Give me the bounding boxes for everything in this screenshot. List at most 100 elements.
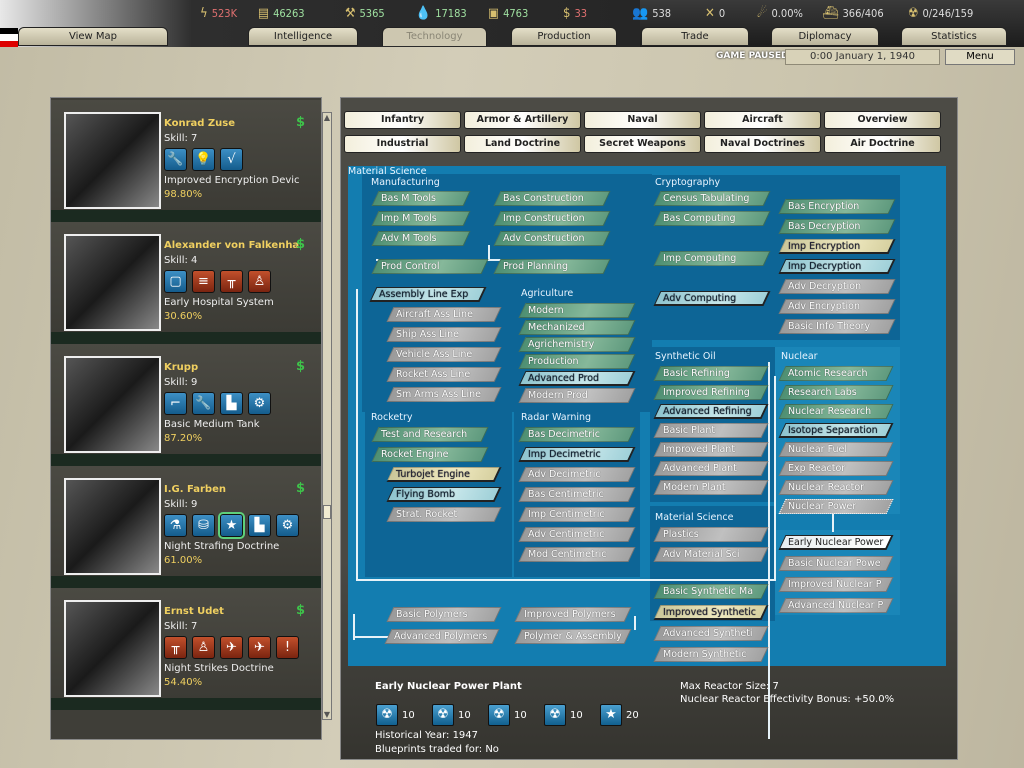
tech-node[interactable]: Advanced Refining [653, 404, 769, 419]
tech-node[interactable]: Bas Encryption [778, 199, 896, 214]
tech-node[interactable]: Isotope Separation [778, 423, 894, 438]
tech-node[interactable]: Mechanized [518, 320, 636, 335]
tech-node[interactable]: Assembly Line Exp [369, 287, 487, 302]
tech-node[interactable]: Test and Research [371, 427, 489, 442]
tech-node[interactable]: Advanced Polymers [384, 629, 500, 644]
tech-node[interactable]: Basic Info Theory [778, 319, 896, 334]
tech-node[interactable]: Nuclear Reactor [778, 480, 894, 495]
tech-node[interactable]: Polymer & Assembly [514, 629, 632, 644]
tab-intelligence[interactable]: Intelligence [248, 27, 358, 46]
tech-node[interactable]: Research Labs [778, 385, 894, 400]
menu-button[interactable]: Menu [945, 49, 1015, 65]
category-naval-doctrines[interactable]: Naval Doctrines [704, 135, 821, 153]
tech-node[interactable]: Strat. Rocket [386, 507, 502, 522]
tech-node[interactable]: Agrichemistry [518, 337, 636, 352]
scroll-thumb[interactable] [323, 505, 331, 519]
scroll-up-icon[interactable]: ▲ [323, 113, 331, 122]
tech-node[interactable]: Adv Material Sci [653, 547, 769, 562]
oil-readout[interactable]: 💧 17183 [415, 6, 467, 21]
tech-node[interactable]: Flying Bomb [386, 487, 502, 502]
tech-node[interactable]: Modern Prod [518, 388, 636, 403]
supplies-readout[interactable]: ▣ 4763 [488, 6, 528, 21]
tech-node[interactable]: Imp Centimetric [518, 507, 636, 522]
tech-node[interactable]: Nuclear Research [778, 404, 894, 419]
tech-node[interactable]: Vehicle Ass Line [386, 347, 502, 362]
tech-node[interactable]: Bas Construction [493, 191, 611, 206]
scroll-down-icon[interactable]: ▼ [323, 710, 331, 719]
research-team-card[interactable]: Ernst Udet $ Skill: 7 ╥ ♙ ✈ ✈! Night Strikes Do… [51, 588, 321, 698]
tech-node[interactable]: Basic Nuclear Powe [778, 556, 894, 571]
tech-node[interactable]: Improved Refining [653, 385, 769, 400]
tech-node[interactable]: Mod Centimetric [518, 547, 636, 562]
manpower-readout[interactable]: 👥 538 [632, 6, 671, 21]
tech-node[interactable]: Improved Synthetic [653, 605, 769, 620]
category-aircraft[interactable]: Aircraft [704, 111, 821, 129]
research-team-card[interactable]: I.G. Farben $ Skill: 9 ⚗ ⛁ ★ ▙ ⚙ Night Strafing … [51, 466, 321, 576]
category-land-doctrine[interactable]: Land Doctrine [464, 135, 581, 153]
money-readout[interactable]: $33 [563, 6, 587, 21]
tech-node[interactable]: Adv M Tools [371, 231, 471, 246]
tech-node[interactable]: Nuclear Power [778, 499, 894, 514]
tech-node[interactable]: Advanced Nuclear P [778, 598, 894, 613]
tech-node[interactable]: Adv Computing [653, 291, 771, 306]
tech-node[interactable]: Imp Encryption [778, 239, 896, 254]
tech-node[interactable]: Improved Nuclear P [778, 577, 894, 592]
tech-node[interactable]: Adv Construction [493, 231, 611, 246]
tech-node[interactable]: Basic Polymers [386, 607, 502, 622]
tech-node[interactable]: Sm Arms Ass Line [386, 387, 502, 402]
tech-node[interactable]: Advanced Plant [653, 461, 769, 476]
tech-node[interactable]: Prod Control [371, 259, 489, 274]
tech-node[interactable]: Bas M Tools [371, 191, 471, 206]
tab-technology[interactable]: Technology [382, 27, 487, 46]
tech-node[interactable]: Modern [518, 303, 636, 318]
category-air-doctrine[interactable]: Air Doctrine [824, 135, 941, 153]
tech-node[interactable]: Advanced Prod [518, 371, 636, 386]
category-industrial[interactable]: Industrial [344, 135, 461, 153]
tech-node[interactable]: Early Nuclear Power [778, 535, 894, 550]
tech-node[interactable]: Imp Construction [493, 211, 611, 226]
transports-readout[interactable]: ✕ 0 [705, 6, 725, 21]
tech-node[interactable]: Modern Synthetic [653, 647, 769, 662]
tech-node[interactable]: Adv Decimetric [518, 467, 636, 482]
dissent-readout[interactable]: ☄ 0.00% [757, 6, 803, 21]
tech-node[interactable]: Basic Refining [653, 366, 769, 381]
rare-materials-readout[interactable]: ⚒ 5365 [345, 6, 385, 21]
tech-node[interactable]: Adv Decryption [778, 279, 896, 294]
tech-node[interactable]: Adv Encryption [778, 299, 896, 314]
tab-diplomacy[interactable]: Diplomacy [771, 27, 879, 46]
country-flag[interactable] [0, 28, 18, 47]
tech-node[interactable]: Rocket Engine [371, 447, 489, 462]
tech-node[interactable]: Nuclear Fuel [778, 442, 894, 457]
tech-node[interactable]: Plastics [653, 527, 769, 542]
nukes-readout[interactable]: ☢ 0/246/159 [908, 6, 973, 21]
research-team-card[interactable]: Konrad Zuse $ Skill: 7 🔧 💡 √ Improved Encrypti… [51, 100, 321, 210]
tech-node[interactable]: Turbojet Engine [386, 467, 502, 482]
tech-node[interactable]: Imp Computing [653, 251, 771, 266]
metal-readout[interactable]: ▤ 46263 [258, 6, 305, 21]
tech-node[interactable]: Rocket Ass Line [386, 367, 502, 382]
tech-node[interactable]: Improved Plant [653, 442, 769, 457]
tech-node[interactable]: Basic Plant [653, 423, 769, 438]
category-armor-artillery[interactable]: Armor & Artillery [464, 111, 581, 129]
category-infantry[interactable]: Infantry [344, 111, 461, 129]
tech-node[interactable]: Modern Plant [653, 480, 769, 495]
tech-node[interactable]: Imp M Tools [371, 211, 471, 226]
tech-node[interactable]: Census Tabulating [653, 191, 771, 206]
category-naval[interactable]: Naval [584, 111, 701, 129]
category-secret-weapons[interactable]: Secret Weapons [584, 135, 701, 153]
energy-readout[interactable]: ϟ 523K [200, 6, 237, 21]
tab-trade[interactable]: Trade [641, 27, 749, 46]
tech-node[interactable]: Imp Decimetric [518, 447, 636, 462]
research-team-card[interactable]: Krupp $ Skill: 9 ⌐ 🔧 ▙ ⚙ Basic Medium Tank 87.20… [51, 344, 321, 454]
tech-node[interactable]: Imp Decryption [778, 259, 896, 274]
tech-node[interactable]: Atomic Research [778, 366, 894, 381]
tech-node[interactable]: Advanced Syntheti [653, 626, 769, 641]
tech-node[interactable]: Bas Decryption [778, 219, 896, 234]
tech-node[interactable]: Adv Centimetric [518, 527, 636, 542]
tech-node[interactable]: Aircraft Ass Line [386, 307, 502, 322]
tech-node[interactable]: Production [518, 354, 636, 369]
tab-statistics[interactable]: Statistics [901, 27, 1007, 46]
tech-node[interactable]: Prod Planning [493, 259, 611, 274]
teams-scrollbar[interactable]: ▲ ▼ [322, 112, 332, 720]
convoys-readout[interactable]: ⛴ 366/406 [822, 6, 884, 21]
